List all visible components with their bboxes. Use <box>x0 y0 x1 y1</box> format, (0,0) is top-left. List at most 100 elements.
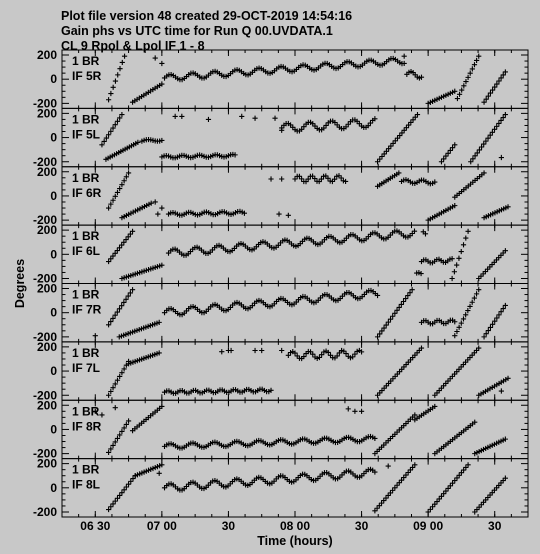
data-point <box>358 408 365 414</box>
panel-frame <box>61 107 529 168</box>
data-point <box>172 113 178 119</box>
data-point <box>471 295 477 301</box>
data-point <box>112 122 118 128</box>
data-point <box>500 72 506 78</box>
y-tick-label: 200 <box>37 223 57 237</box>
data-point <box>483 138 489 144</box>
data-point <box>114 247 120 254</box>
data-point <box>441 156 447 162</box>
data-point <box>99 142 105 148</box>
panel-label-baseline: 1 BR <box>72 463 100 477</box>
data-point <box>502 302 508 309</box>
data-point <box>310 351 316 357</box>
data-point <box>372 469 378 475</box>
data-point <box>108 388 114 395</box>
data-point <box>386 146 392 152</box>
data-point <box>268 176 274 182</box>
y-axis-title: Degrees <box>13 259 27 308</box>
y-tick-label: -200 <box>33 96 57 110</box>
data-point <box>452 203 458 209</box>
panel-label-baseline: 1 BR <box>72 404 100 418</box>
panel-label-if: IF 6L <box>72 244 100 258</box>
data-point <box>387 316 394 322</box>
data-point <box>110 253 116 259</box>
x-tick-label: 07 00 <box>147 519 177 533</box>
y-tick-label: -200 <box>33 213 57 227</box>
data-point <box>272 115 278 121</box>
data-point <box>119 59 125 66</box>
data-point <box>92 408 98 414</box>
data-point <box>116 306 123 312</box>
data-point <box>135 139 141 145</box>
data-point <box>476 53 482 59</box>
data-point <box>502 69 508 75</box>
y-tick-label: 0 <box>50 72 57 86</box>
data-point <box>298 176 305 182</box>
data-point <box>458 248 464 255</box>
data-point <box>323 122 329 129</box>
data-point <box>465 462 471 468</box>
data-point <box>461 467 467 473</box>
data-point <box>392 138 398 144</box>
data-point <box>452 333 458 339</box>
y-tick-label: -200 <box>33 388 57 402</box>
data-point <box>119 370 125 376</box>
data-point <box>127 231 133 237</box>
y-tick-label: 200 <box>37 48 57 62</box>
data-point <box>447 483 453 489</box>
x-tick-label: 30 <box>355 519 369 533</box>
data-point <box>458 470 465 476</box>
data-point <box>279 347 285 354</box>
data-point <box>365 123 371 129</box>
data-point <box>101 138 107 145</box>
data-point <box>394 135 401 141</box>
data-point <box>452 477 458 484</box>
panel-frame <box>61 458 529 518</box>
data-point <box>465 228 471 234</box>
data-point <box>485 135 491 141</box>
data-point <box>394 307 400 313</box>
data-point <box>467 303 473 310</box>
data-point <box>119 242 125 248</box>
panel-label-if: IF 7R <box>72 303 102 317</box>
data-point <box>461 83 467 89</box>
data-point <box>114 309 120 315</box>
data-point <box>305 176 311 182</box>
data-point <box>316 354 323 361</box>
data-point <box>500 305 506 312</box>
data-point <box>121 425 127 431</box>
data-point <box>472 153 478 159</box>
data-point <box>108 128 114 134</box>
data-point <box>377 156 383 162</box>
data-point <box>117 432 123 438</box>
data-point <box>487 324 494 331</box>
data-point <box>449 256 455 262</box>
data-point <box>285 212 291 218</box>
data-point <box>279 127 285 133</box>
data-point <box>418 74 425 80</box>
data-point <box>352 408 358 414</box>
data-point <box>441 491 447 497</box>
data-point <box>483 331 489 337</box>
data-point <box>498 309 504 315</box>
data-point <box>110 442 116 449</box>
data-point <box>285 352 291 358</box>
data-point <box>205 116 212 123</box>
data-point <box>350 354 356 360</box>
data-point <box>406 122 412 128</box>
data-point <box>502 436 508 442</box>
data-point <box>252 115 258 121</box>
data-point <box>454 475 460 481</box>
data-point <box>159 205 165 211</box>
data-point <box>502 248 508 254</box>
data-point <box>121 487 127 493</box>
data-point <box>159 137 165 144</box>
y-tick-label: 0 <box>50 131 57 145</box>
data-point <box>319 352 325 358</box>
panel-label-baseline: 1 BR <box>72 54 100 68</box>
data-point <box>432 403 438 410</box>
data-point <box>405 293 411 299</box>
panel-label-baseline: 1 BR <box>72 112 100 126</box>
data-point <box>412 412 418 418</box>
